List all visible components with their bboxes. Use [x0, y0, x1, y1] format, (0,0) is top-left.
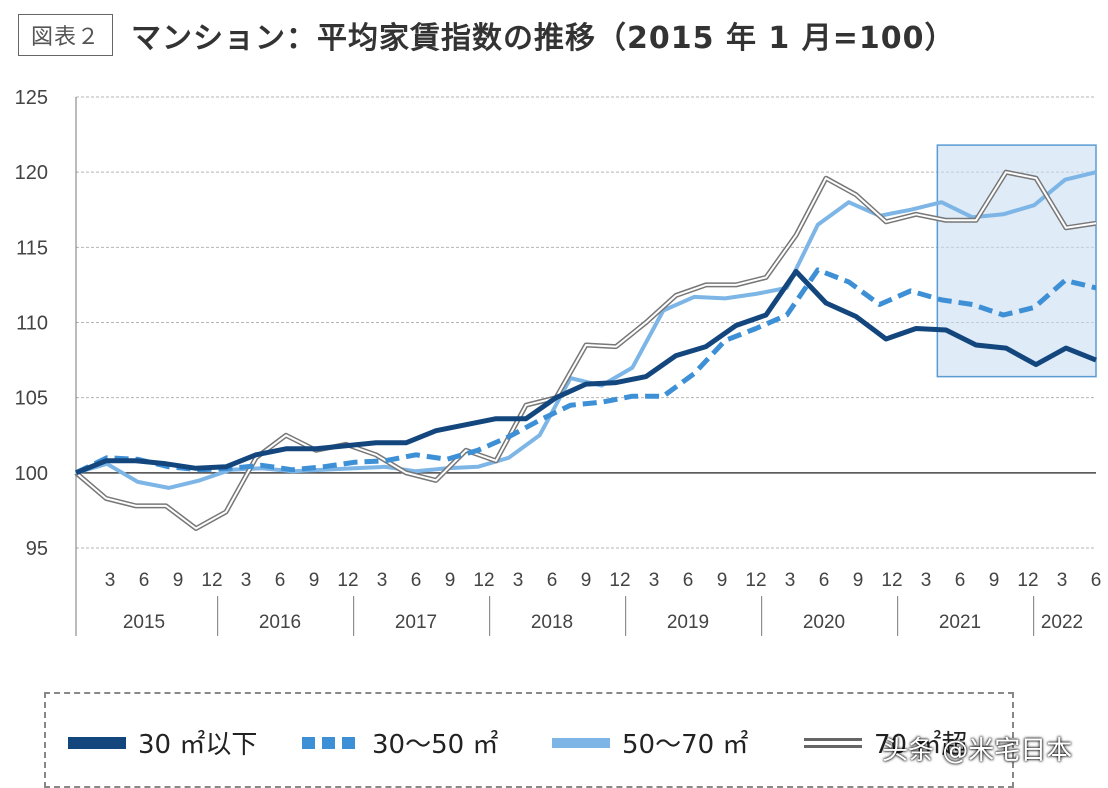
x-tick-month: 6 [819, 570, 830, 591]
legend-label: 30～50 ㎡ [372, 730, 499, 760]
legend-swatch-solid [68, 736, 126, 749]
x-tick-month: 6 [683, 570, 694, 591]
x-tick-year: 2020 [803, 612, 845, 633]
x-tick-month: 12 [1017, 570, 1038, 591]
x-tick-month: 9 [309, 570, 320, 591]
x-tick-month: 9 [581, 570, 592, 591]
legend-label: 50～70 ㎡ [622, 730, 749, 760]
x-tick-month: 9 [989, 570, 1000, 591]
x-tick-month: 3 [921, 570, 932, 591]
x-axis: 3 6 9 12 3 6 9 12 3 6 9 12 3 6 9 12 3 6 9 12 3 6 9 12 3 6 9 12 3 6 201… [105, 570, 1102, 636]
x-tick-month: 9 [717, 570, 728, 591]
x-tick-month: 12 [201, 570, 222, 591]
y-axis-ticks: 95 100 105 110 115 120 125 [15, 87, 48, 560]
x-tick-month: 9 [853, 570, 864, 591]
x-tick-month: 6 [1091, 570, 1102, 591]
x-tick-month: 6 [275, 570, 286, 591]
x-tick-month: 3 [513, 570, 524, 591]
x-tick-year: 2022 [1041, 612, 1083, 633]
legend-item-50-70: 50～70 ㎡ [552, 724, 748, 761]
x-tick-month: 12 [745, 570, 766, 591]
x-tick-month: 12 [473, 570, 494, 591]
legend-item-30-below: 30 ㎡以下 [68, 724, 257, 761]
x-tick-month: 12 [337, 570, 358, 591]
series-line-3050 [74, 267, 1097, 476]
x-tick-year: 2017 [395, 612, 437, 633]
x-tick-month: 6 [411, 570, 422, 591]
title-row: 図表２ マンション：平均家賃指数の推移（2015 年 1 月=100） [18, 8, 955, 62]
x-tick-year: 2019 [667, 612, 709, 633]
x-tick-month: 12 [881, 570, 902, 591]
x-tick-month: 3 [377, 570, 388, 591]
legend-swatch-double [804, 737, 862, 748]
x-tick-month: 3 [1057, 570, 1068, 591]
series-line-70-inner [75, 171, 1097, 530]
x-tick-month: 12 [609, 570, 630, 591]
chart-title: マンション：平均家賃指数の推移（2015 年 1 月=100） [131, 21, 956, 56]
x-tick-month: 3 [241, 570, 252, 591]
x-tick-year: 2018 [531, 612, 573, 633]
x-tick-month: 3 [105, 570, 116, 591]
y-tick-label: 110 [16, 313, 48, 335]
legend: 30 ㎡以下 30～50 ㎡ 50～70 ㎡ 70 ㎡超 [44, 692, 1014, 788]
series-lines [74, 169, 1097, 531]
x-tick-year: 2016 [259, 612, 301, 633]
x-tick-month: 6 [547, 570, 558, 591]
legend-item-30-50: 30～50 ㎡ [302, 724, 498, 761]
legend-swatch-dashed [302, 736, 360, 749]
y-tick-label: 95 [26, 538, 48, 560]
legend-item-70-above: 70 ㎡超 [804, 724, 967, 761]
series-line-30 [75, 268, 1097, 476]
x-tick-month: 9 [445, 570, 456, 591]
y-tick-label: 115 [16, 237, 48, 259]
legend-swatch-light [552, 737, 610, 748]
y-tick-label: 120 [15, 162, 48, 184]
figure-label: 図表２ [18, 14, 114, 56]
x-tick-month: 6 [955, 570, 966, 591]
legend-label: 30 ㎡以下 [138, 730, 258, 760]
x-tick-month: 9 [173, 570, 184, 591]
watermark: 头条 @米宅日本 [882, 736, 1073, 766]
x-tick-month: 3 [785, 570, 796, 591]
legend-label: 70 ㎡超 [874, 730, 968, 760]
x-tick-year: 2021 [939, 612, 981, 633]
y-tick-label: 100 [15, 463, 48, 485]
y-tick-label: 105 [15, 388, 48, 410]
y-tick-label: 125 [15, 87, 48, 109]
x-tick-month: 3 [649, 570, 660, 591]
x-tick-month: 6 [139, 570, 150, 591]
x-tick-year: 2015 [123, 612, 165, 633]
